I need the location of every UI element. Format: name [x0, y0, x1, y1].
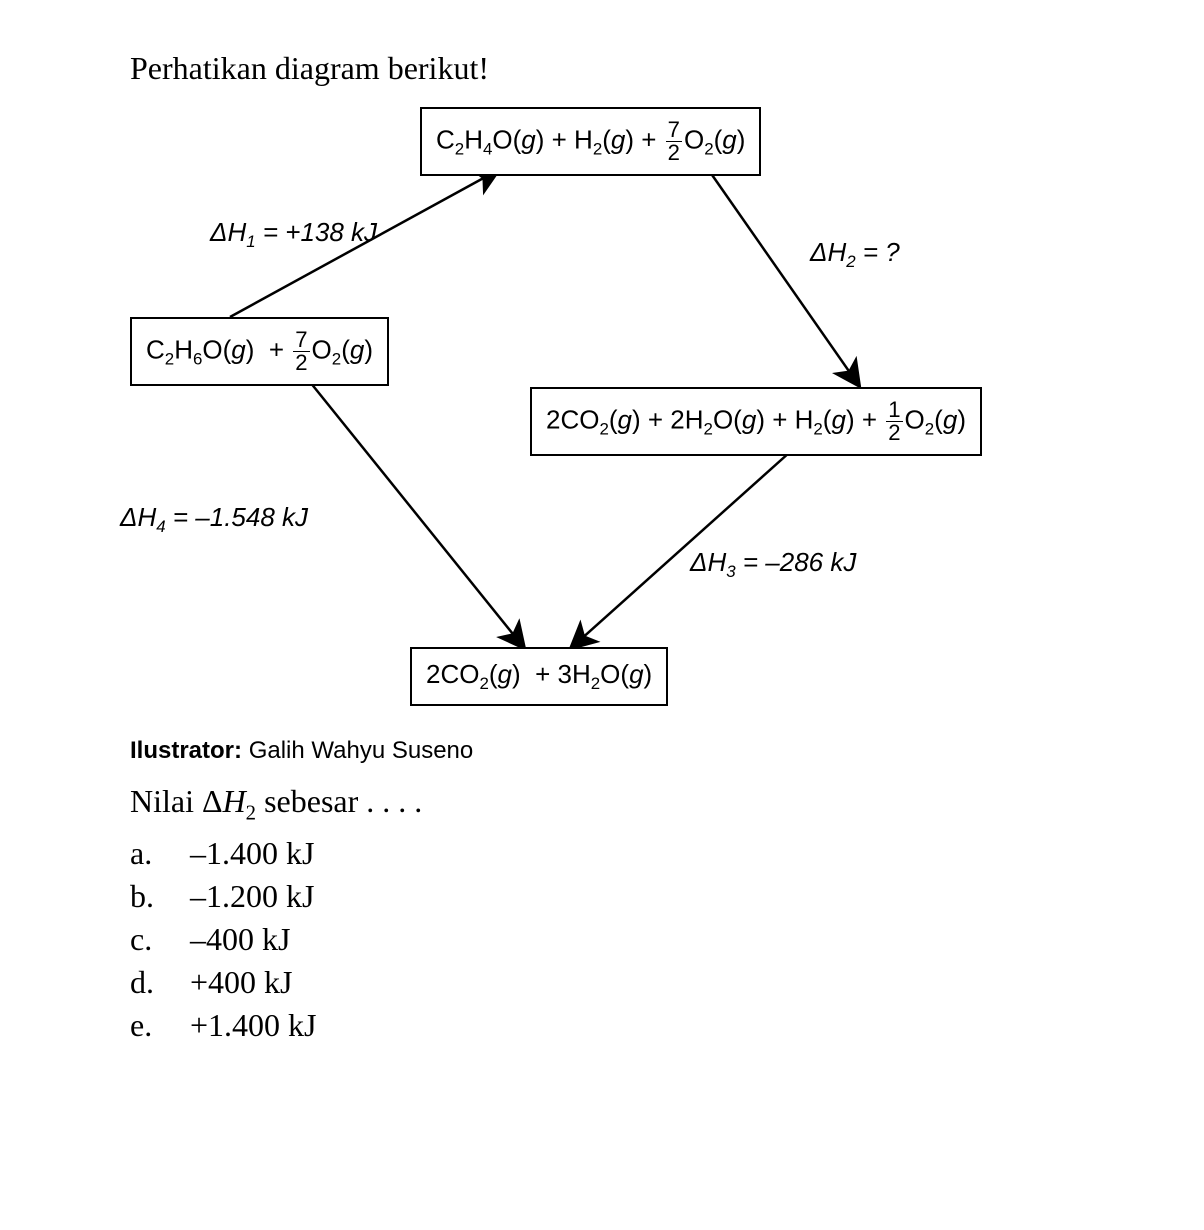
node-right: 2CO2(g) + 2H2O(g) + H2(g) + 12O2(g) — [530, 387, 982, 456]
option-letter: b. — [130, 878, 190, 915]
node-top: C2H4O(g) + H2(g) + 72O2(g) — [420, 107, 761, 176]
option-text: +1.400 kJ — [190, 1007, 317, 1044]
edge-label-left-top: ΔH1 = +138 kJ — [210, 217, 377, 252]
option-letter: e. — [130, 1007, 190, 1044]
illustrator-name: Galih Wahyu Suseno — [249, 737, 474, 764]
node-left: C2H6O(g) + 72O2(g) — [130, 317, 389, 386]
question-prefix: Nilai Δ — [130, 783, 223, 819]
option-b: b.–1.200 kJ — [130, 878, 1074, 915]
option-text: –1.200 kJ — [190, 878, 314, 915]
option-c: c.–400 kJ — [130, 921, 1074, 958]
option-a: a.–1.400 kJ — [130, 835, 1074, 872]
option-letter: d. — [130, 964, 190, 1001]
edge-top-right — [710, 172, 860, 387]
option-d: d.+400 kJ — [130, 964, 1074, 1001]
option-text: –1.400 kJ — [190, 835, 314, 872]
illustrator-label: Ilustrator: — [130, 737, 242, 764]
option-text: +400 kJ — [190, 964, 293, 1001]
option-e: e.+1.400 kJ — [130, 1007, 1074, 1044]
edge-label-top-right: ΔH2 = ? — [810, 237, 900, 272]
edge-label-right-bottom: ΔH3 = –286 kJ — [690, 547, 856, 582]
illustrator-credit: Ilustrator: Galih Wahyu Suseno — [130, 737, 1074, 765]
page-title: Perhatikan diagram berikut! — [130, 50, 1074, 87]
question-suffix: sebesar . . . . — [256, 783, 422, 819]
question-sub: 2 — [246, 801, 256, 824]
node-bottom: 2CO2(g) + 3H2O(g) — [410, 647, 668, 706]
reaction-diagram: C2H4O(g) + H2(g) + 72O2(g) C2H6O(g) + 72O… — [130, 107, 1070, 727]
question-text: Nilai ΔH2 sebesar . . . . — [130, 783, 1074, 825]
answer-options: a.–1.400 kJb.–1.200 kJc.–400 kJd.+400 kJ… — [130, 835, 1074, 1044]
option-letter: c. — [130, 921, 190, 958]
question-var: H — [223, 783, 246, 819]
option-text: –400 kJ — [190, 921, 290, 958]
option-letter: a. — [130, 835, 190, 872]
edge-label-left-bottom: ΔH4 = –1.548 kJ — [120, 502, 308, 537]
edge-left-bottom — [310, 382, 525, 649]
